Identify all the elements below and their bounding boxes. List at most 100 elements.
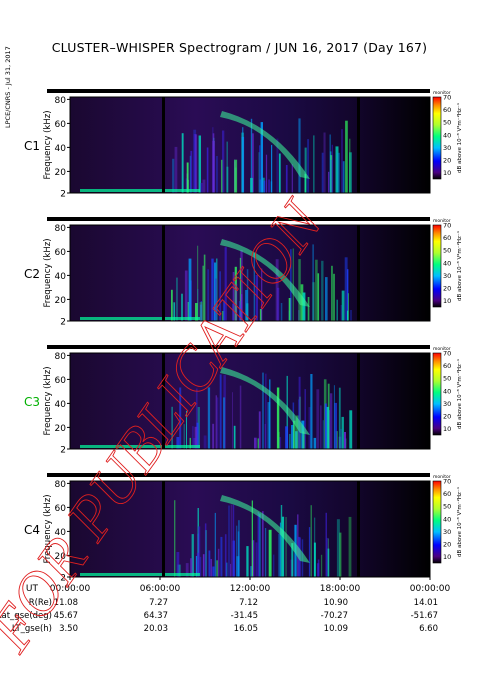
- colorbar-tick-label: 30: [443, 528, 451, 536]
- emission-streak: [219, 374, 222, 449]
- emission-streak: [200, 182, 203, 193]
- emission-streak: [258, 152, 260, 193]
- emission-streak: [174, 500, 176, 577]
- emission-streak: [222, 130, 225, 193]
- y-tick-label: 60: [55, 248, 67, 258]
- emission-streak: [183, 424, 185, 449]
- colorbar-tick-label: 30: [443, 400, 451, 408]
- emission-streak: [291, 543, 294, 577]
- emission-streak: [344, 257, 348, 321]
- emission-streak: [214, 262, 217, 321]
- emission-streak: [186, 162, 189, 193]
- emission-streak: [302, 292, 306, 321]
- colorbar-tick-label: 30: [443, 272, 451, 280]
- y-tick-label: 20: [55, 552, 67, 562]
- emission-streak: [219, 271, 221, 321]
- emission-streak: [202, 179, 206, 193]
- spectrogram-area: [70, 97, 430, 193]
- ephemeris-value: 11.08: [54, 598, 78, 608]
- emission-streak: [316, 389, 320, 449]
- emission-streak: [312, 244, 314, 321]
- colorbar: [432, 480, 442, 564]
- data-gap: [357, 225, 360, 321]
- emission-streak: [280, 505, 283, 577]
- emission-streak: [276, 387, 280, 449]
- emission-streak: [346, 269, 349, 321]
- colorbar: [432, 352, 442, 436]
- emission-streak: [176, 552, 180, 577]
- colorbar-tick-label: 60: [443, 362, 451, 370]
- emission-streak: [313, 135, 315, 193]
- emission-streak: [221, 311, 224, 321]
- colorbar-top-label: monitor: [433, 218, 451, 224]
- y-tick-label: 2: [60, 318, 66, 328]
- data-gap: [162, 97, 165, 193]
- panel-label-c2: C2: [24, 267, 40, 281]
- x-tick-label: 18:00:00: [320, 584, 361, 594]
- emission-streak: [280, 303, 283, 321]
- emission-streak: [331, 144, 333, 193]
- emission-streak: [189, 155, 192, 193]
- emission-streak: [196, 552, 199, 577]
- emission-streak: [223, 375, 226, 449]
- colorbar-tick-label: 60: [443, 234, 451, 242]
- emission-streak: [316, 563, 320, 577]
- y-axis-label: Frequency (kHz): [43, 238, 53, 307]
- emission-streak: [197, 245, 199, 321]
- emission-streak: [190, 150, 193, 193]
- emission-streak: [223, 397, 226, 449]
- emission-streak: [176, 277, 178, 321]
- emission-streak: [171, 289, 173, 321]
- ephemeris-value: 7.12: [239, 598, 258, 608]
- emission-streak: [251, 500, 253, 577]
- x-tick-label: 06:00:00: [140, 584, 181, 594]
- emission-streak: [203, 435, 207, 449]
- colorbar-top-label: monitor: [433, 474, 451, 480]
- emission-streak: [335, 146, 339, 193]
- emission-streak: [313, 437, 317, 449]
- emission-streak: [176, 437, 180, 449]
- emission-streak: [253, 252, 255, 321]
- ephemeris-value: 7.27: [149, 598, 168, 608]
- emission-band: [220, 367, 310, 435]
- emission-streak: [234, 159, 238, 193]
- ephemeris-label: LT_gse(h): [12, 624, 52, 634]
- colorbar-label: dB above 10⁻⁸ V²m⁻²Hz⁻¹: [456, 231, 463, 301]
- colorbar-tick-label: 70: [443, 222, 451, 230]
- colorbar-label: dB above 10⁻⁸ V²m⁻²Hz⁻¹: [456, 103, 463, 173]
- lowfreq-emission: [80, 445, 200, 448]
- emission-streak: [199, 302, 203, 321]
- emission-streak: [197, 288, 199, 321]
- emission-streak: [240, 250, 243, 321]
- emission-streak: [308, 527, 311, 577]
- emission-streak: [234, 266, 237, 321]
- emission-streak: [189, 437, 191, 449]
- emission-streak: [317, 273, 320, 321]
- ephemeris-value: -31.45: [231, 611, 258, 621]
- emission-streak: [199, 304, 203, 321]
- emission-streak: [246, 303, 249, 321]
- colorbar-tick-label: 20: [443, 157, 451, 165]
- ephemeris-label: R(Re): [29, 598, 52, 608]
- emission-streak: [279, 522, 282, 577]
- emission-band: [220, 111, 310, 179]
- spectrogram-area: [70, 353, 430, 449]
- emission-streak: [289, 434, 291, 449]
- emission-streak: [330, 159, 333, 193]
- panel-label-c1: C1: [24, 139, 40, 153]
- emission-band: [220, 495, 310, 563]
- ephemeris-value: 64.37: [144, 611, 168, 621]
- emission-streak: [298, 259, 301, 321]
- y-axis-label: Frequency (kHz): [43, 110, 53, 179]
- emission-streak: [325, 512, 327, 577]
- colorbar-tick-label: 40: [443, 131, 451, 139]
- emission-streak: [207, 387, 211, 449]
- emission-streak: [226, 562, 228, 577]
- panel-top-bar: [47, 89, 430, 93]
- emission-streak: [260, 122, 263, 193]
- emission-streak: [313, 542, 316, 577]
- emission-streak: [224, 534, 227, 577]
- emission-streak: [269, 379, 271, 449]
- y-axis-label: Frequency (kHz): [43, 494, 53, 563]
